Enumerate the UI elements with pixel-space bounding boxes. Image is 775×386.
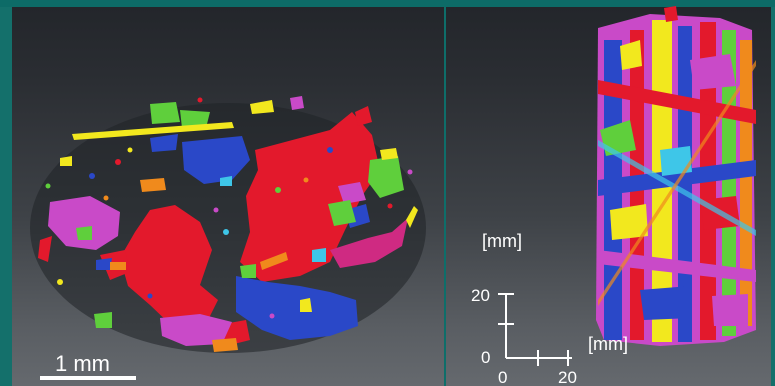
- y-tick-0: 0: [481, 348, 491, 367]
- volume-rendering: [596, 6, 756, 346]
- axis-unit-vertical: [mm]: [482, 231, 522, 251]
- axis-unit-horizontal: [mm]: [588, 334, 628, 354]
- scale-bar-label: 1 mm: [55, 351, 110, 376]
- top-border: [0, 0, 775, 7]
- y-tick-20: 20: [471, 286, 490, 305]
- x-tick-20: 20: [558, 368, 577, 386]
- scale-bar: [40, 376, 136, 380]
- right-border: [771, 7, 775, 386]
- axis-gizmo: [498, 293, 572, 366]
- cross-section-slice: [30, 96, 426, 353]
- left-border: [0, 7, 12, 386]
- x-tick-0: 0: [498, 368, 508, 386]
